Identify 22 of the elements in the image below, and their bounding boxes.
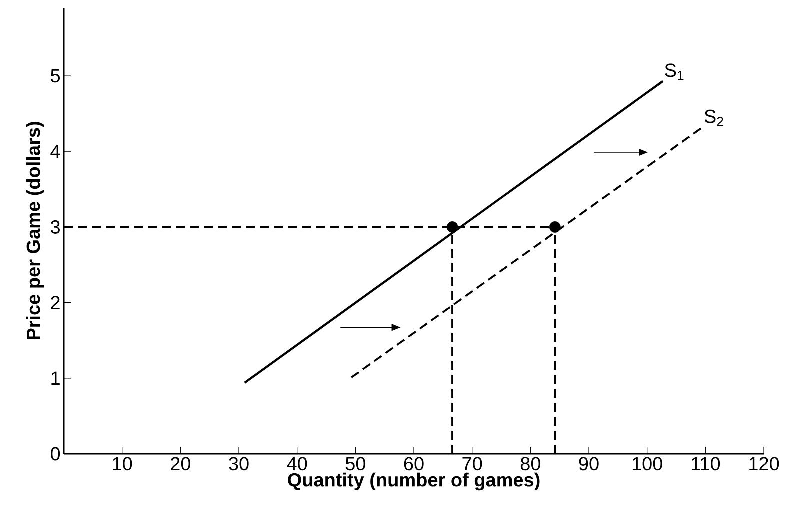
y-tick-label: 3	[50, 220, 60, 234]
x-tick-label: 50	[346, 457, 366, 471]
x-tick-label: 80	[520, 457, 540, 471]
x-tick-label: 70	[462, 457, 482, 471]
y-tick-label: 5	[51, 69, 60, 83]
x-tick-label: 100	[632, 457, 662, 471]
x-axis-title: Quantity (number of games)	[288, 472, 540, 491]
x-tick-label: 120	[750, 457, 780, 471]
x-tick-label: 90	[579, 457, 599, 471]
x-tick-label: 30	[229, 457, 249, 471]
series-label: S$_{1}$	[665, 64, 684, 80]
x-tick-label: 20	[171, 457, 190, 471]
x-tick-label: 40	[287, 457, 308, 471]
x-tick-label: 110	[692, 457, 720, 471]
x-tick-label: 60	[404, 457, 424, 471]
y-axis-title: Price per Game (dollars)	[26, 122, 44, 340]
y-tick-label: 4	[50, 145, 60, 158]
y-tick-label: 0	[50, 447, 60, 461]
x-tick-label: 10	[113, 457, 132, 471]
y-tick-label: 1	[52, 372, 60, 385]
y-tick-label: 2	[51, 296, 60, 310]
series-label: S$_{2}$	[704, 110, 724, 126]
